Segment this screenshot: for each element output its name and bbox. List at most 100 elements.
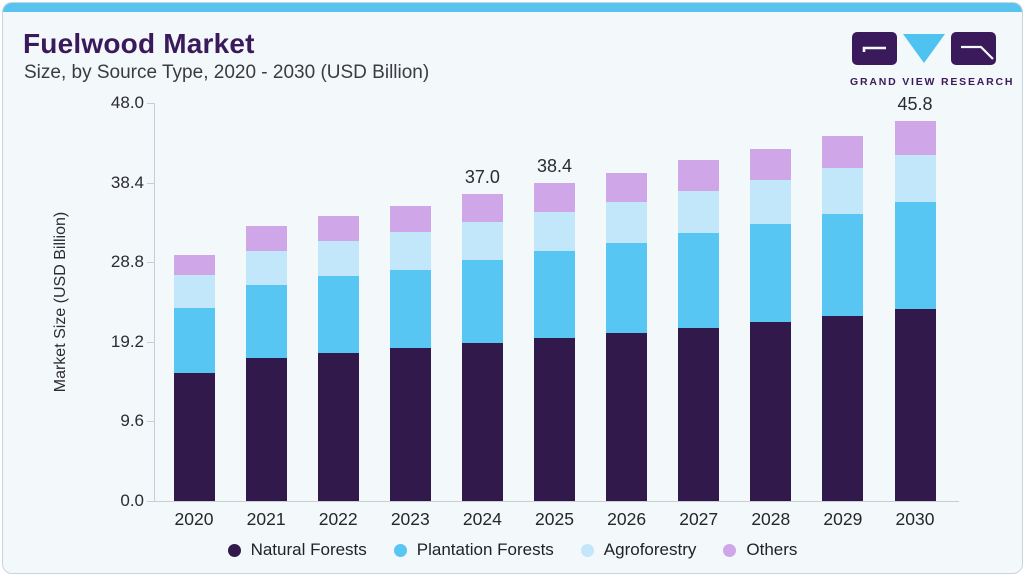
bar-segment-plantation-forests bbox=[245, 284, 287, 359]
legend-label: Plantation Forests bbox=[416, 540, 554, 559]
bar-segment-plantation-forests bbox=[678, 233, 720, 328]
bar-2023 bbox=[389, 205, 431, 501]
bar-segment-agroforestry bbox=[750, 180, 792, 225]
x-tick-label: 2026 bbox=[607, 509, 647, 529]
bar-2022 bbox=[317, 215, 359, 501]
y-tick-mark bbox=[147, 103, 154, 104]
bar-segment-plantation-forests bbox=[534, 251, 575, 339]
bar-total-label: 45.8 bbox=[897, 94, 933, 115]
bar-segment-plantation-forests bbox=[822, 214, 864, 317]
bar-segment-others bbox=[750, 148, 792, 181]
x-tick-label: 2023 bbox=[390, 509, 430, 529]
bar-segment-agroforestry bbox=[245, 250, 287, 285]
x-tick-label: 2030 bbox=[895, 509, 935, 529]
x-tick-label: 2025 bbox=[535, 509, 574, 529]
gvr-logo: GRAND VIEW RESEARCH bbox=[850, 31, 1012, 88]
bar-segment-agroforestry bbox=[173, 275, 215, 308]
bar-segment-plantation-forests bbox=[606, 243, 648, 334]
bar-segment-others bbox=[173, 254, 215, 276]
x-tick-label: 2028 bbox=[751, 509, 791, 529]
bar-2024 bbox=[461, 194, 503, 501]
legend-dot-icon bbox=[227, 543, 241, 557]
y-tick-label: 19.2 bbox=[110, 331, 144, 351]
bar-segment-others bbox=[245, 225, 287, 251]
y-tick-mark bbox=[147, 262, 154, 264]
y-tick-label: 38.4 bbox=[110, 172, 144, 192]
y-tick-mark bbox=[147, 341, 154, 343]
x-tick-label: 2029 bbox=[823, 509, 863, 529]
y-tick-label: 28.8 bbox=[110, 252, 144, 272]
bar-2029 bbox=[822, 136, 864, 501]
bar-segment-agroforestry bbox=[534, 212, 575, 252]
bar-segment-plantation-forests bbox=[461, 259, 503, 343]
bar-segment-agroforestry bbox=[894, 155, 936, 203]
x-tick-label: 2024 bbox=[462, 509, 502, 529]
y-axis-title: Market Size (USD Billion) bbox=[52, 211, 69, 393]
y-tick-label: 9.6 bbox=[120, 411, 144, 431]
bar-segment-others bbox=[317, 215, 359, 241]
bar-segment-natural-forests bbox=[822, 316, 864, 501]
legend-item-plantation-forests: Plantation Forests bbox=[393, 540, 554, 560]
legend-label: Agroforestry bbox=[603, 540, 697, 559]
y-tick-label: 48.0 bbox=[110, 93, 144, 112]
bar-segment-others bbox=[461, 194, 503, 222]
bar-segment-agroforestry bbox=[461, 221, 503, 260]
page-subtitle: Size, by Source Type, 2020 - 2030 (USD B… bbox=[24, 62, 430, 83]
page-title: Fuelwood Market bbox=[23, 28, 255, 59]
y-tick-label: 0.0 bbox=[120, 491, 144, 510]
chart-legend: Natural Forests Plantation Forests Agrofor… bbox=[3, 540, 1022, 560]
bar-segment-plantation-forests bbox=[750, 224, 792, 322]
bar-2020 bbox=[173, 254, 215, 501]
legend-item-natural-forests: Natural Forests bbox=[227, 540, 367, 560]
bar-segment-agroforestry bbox=[389, 232, 431, 270]
bar-2021 bbox=[245, 225, 287, 501]
bar-segment-others bbox=[534, 182, 575, 213]
x-tick-label: 2021 bbox=[246, 509, 286, 529]
bar-2028 bbox=[750, 148, 792, 501]
legend-item-agroforestry: Agroforestry bbox=[580, 540, 697, 560]
x-tick-label: 2022 bbox=[318, 509, 358, 529]
legend-label: Others bbox=[746, 540, 798, 559]
bar-segment-natural-forests bbox=[461, 342, 503, 501]
bar-segment-plantation-forests bbox=[389, 269, 431, 349]
legend-item-others: Others bbox=[723, 540, 797, 560]
bar-segment-natural-forests bbox=[678, 327, 720, 501]
bar-segment-agroforestry bbox=[606, 202, 648, 244]
legend-dot-icon bbox=[580, 543, 594, 557]
bar-segment-natural-forests bbox=[606, 333, 648, 501]
bar-segment-others bbox=[606, 173, 648, 203]
bar-segment-agroforestry bbox=[822, 167, 864, 215]
x-tick-label: 2020 bbox=[174, 509, 214, 529]
bar-segment-plantation-forests bbox=[173, 307, 215, 374]
bar-2026 bbox=[606, 173, 648, 501]
bar-segment-others bbox=[389, 205, 431, 233]
card-top-accent bbox=[3, 3, 1022, 12]
x-axis-line bbox=[154, 501, 959, 502]
legend-dot-icon bbox=[723, 543, 737, 557]
y-tick-mark bbox=[147, 501, 154, 502]
bar-2030 bbox=[894, 121, 936, 501]
bar-segment-agroforestry bbox=[678, 190, 720, 234]
legend-label: Natural Forests bbox=[250, 540, 367, 559]
bar-segment-plantation-forests bbox=[317, 276, 359, 354]
bar-segment-plantation-forests bbox=[894, 202, 936, 309]
bar-2027 bbox=[678, 160, 720, 501]
y-tick-mark bbox=[147, 421, 154, 423]
bar-segment-natural-forests bbox=[750, 321, 792, 501]
y-tick-mark bbox=[147, 182, 154, 184]
bar-segment-others bbox=[894, 121, 936, 156]
bar-segment-agroforestry bbox=[317, 240, 359, 277]
bar-segment-natural-forests bbox=[245, 358, 287, 501]
y-axis-line bbox=[154, 103, 155, 501]
bar-segment-others bbox=[678, 160, 720, 191]
bar-segment-natural-forests bbox=[534, 338, 575, 501]
bar-segment-natural-forests bbox=[389, 348, 431, 501]
legend-dot-icon bbox=[393, 543, 407, 557]
bar-segment-natural-forests bbox=[317, 353, 359, 501]
stacked-bar-chart: Market Size (USD Billion) Natural Forest… bbox=[3, 3, 1022, 573]
gvr-logo-mark bbox=[852, 32, 996, 65]
bar-segment-others bbox=[822, 136, 864, 168]
x-tick-label: 2027 bbox=[679, 509, 719, 529]
